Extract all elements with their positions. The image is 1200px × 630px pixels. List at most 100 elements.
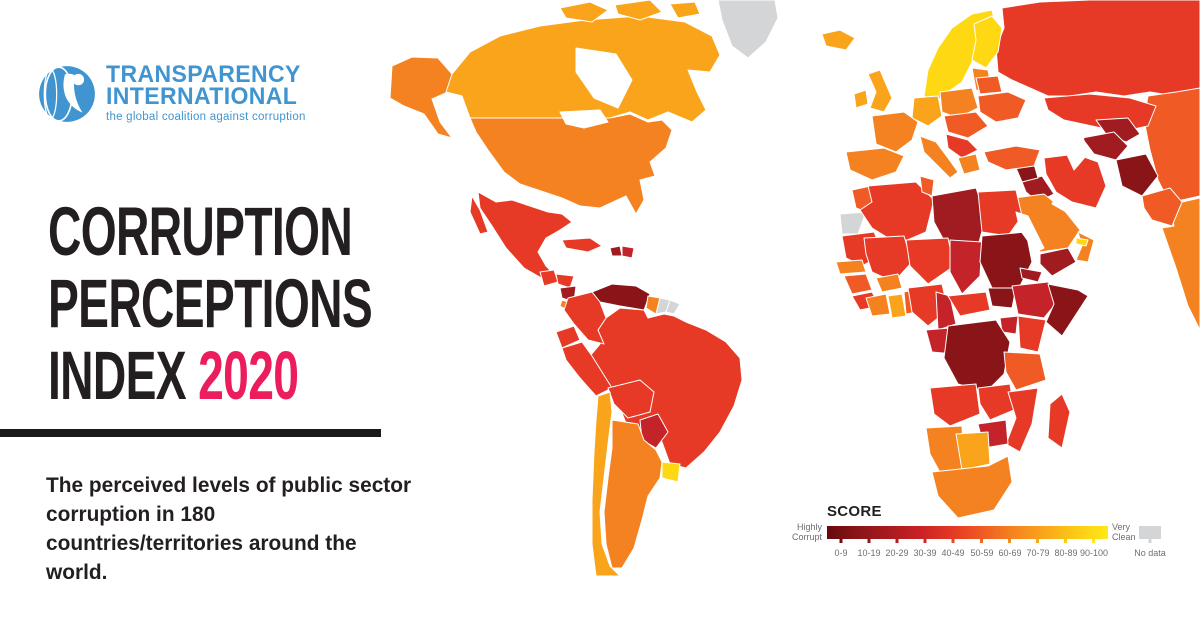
legend-tick-3 — [923, 539, 927, 543]
legend-label-highly-corrupt: Highly Corrupt — [791, 522, 822, 542]
legend-tick-8 — [1064, 539, 1067, 543]
legend-range-40-49: 40-49 — [941, 548, 965, 558]
legend-range-90-100: 90-100 — [1079, 548, 1109, 558]
legend-tick-4 — [951, 539, 955, 543]
legend-range-20-29: 20-29 — [885, 548, 909, 558]
page-title: CORRUPTION PERCEPTIONS INDEX 2020 — [48, 196, 532, 412]
region-ireland — [853, 89, 869, 109]
region-south-africa — [931, 455, 1013, 519]
region-finland — [971, 15, 1003, 69]
region-niger — [905, 237, 955, 285]
red-sea-water — [1015, 211, 1045, 253]
region-cuba — [561, 237, 603, 253]
region-french-guiana — [665, 299, 681, 315]
region-mali — [863, 235, 913, 283]
region-ivory-coast — [865, 293, 891, 317]
region-senegal — [835, 259, 867, 275]
region-madagascar — [1047, 393, 1071, 449]
hudson-bay-water — [575, 47, 633, 109]
region-turkmenistan — [1081, 131, 1129, 161]
region-guatemala — [539, 269, 559, 287]
region-greenland — [717, 0, 779, 59]
region-baja — [469, 195, 489, 235]
region-germany — [911, 95, 943, 127]
legend-range-10-19: 10-19 — [857, 548, 881, 558]
legend-range-70-79: 70-79 — [1026, 548, 1050, 558]
legend-title: SCORE — [827, 503, 882, 520]
region-iberia — [845, 147, 905, 181]
region-south-sudan — [987, 287, 1017, 309]
logo-name-line1: TRANSPARENCY — [106, 61, 301, 88]
title-line-3: INDEX 2020 — [48, 340, 372, 412]
region-uae — [1075, 237, 1089, 247]
globe-icon — [39, 66, 95, 122]
legend-label-no-data: No data — [1134, 548, 1166, 558]
legend-gradient-bar — [827, 526, 1108, 539]
region-russia — [995, 0, 1200, 97]
region-uk — [867, 69, 893, 113]
score-legend-graphic — [827, 526, 1161, 543]
legend-tick-7 — [1036, 539, 1039, 543]
region-canada-arctic-1 — [559, 1, 609, 23]
region-usa — [469, 113, 673, 215]
title-line-2: PERCEPTIONS — [48, 265, 373, 342]
region-guinea — [843, 273, 873, 295]
title-year: 2020 — [198, 337, 299, 414]
legend-range-0-9: 0-9 — [834, 548, 848, 558]
region-somalia — [1045, 283, 1089, 337]
persian-gulf-water — [1051, 195, 1073, 213]
region-haiti — [609, 245, 623, 257]
region-burkina — [875, 273, 903, 293]
region-central-african-republic — [947, 291, 991, 317]
region-italy — [919, 135, 959, 179]
region-pakistan — [1141, 187, 1183, 227]
legend-range-50-59: 50-59 — [970, 548, 994, 558]
legend-no-data-tick — [1148, 539, 1152, 543]
region-chad — [949, 239, 983, 295]
region-botswana — [955, 431, 991, 471]
caspian-sea-water — [1063, 123, 1087, 171]
region-uruguay — [661, 461, 681, 483]
title-divider-rule — [0, 429, 381, 437]
region-eritrea — [1019, 267, 1043, 283]
region-canada-arctic-3 — [669, 1, 701, 19]
region-mozambique — [1005, 387, 1039, 453]
region-iceland — [821, 29, 856, 51]
legend-tick-5 — [980, 539, 983, 543]
legend-tick-2 — [895, 539, 899, 543]
legend-tick-1 — [867, 539, 871, 543]
region-mexico — [477, 191, 573, 281]
region-chile — [591, 391, 621, 577]
region-balkans — [945, 133, 979, 159]
title-line-1: CORRUPTION — [48, 193, 353, 270]
title-index-word: INDEX — [48, 337, 199, 414]
region-ukraine — [977, 91, 1027, 123]
region-egypt — [977, 189, 1023, 237]
black-sea-water — [983, 131, 1033, 149]
region-france — [871, 111, 919, 153]
region-romania-hungary — [943, 111, 989, 139]
region-oman — [1075, 231, 1095, 263]
region-drc — [943, 319, 1011, 393]
region-tanzania — [1003, 351, 1047, 391]
region-turkey — [983, 145, 1041, 171]
region-zambia — [977, 383, 1015, 421]
subtitle-text: The perceived levels of public sector co… — [46, 473, 412, 584]
region-western-sahara — [839, 211, 867, 235]
logo-name-line2: INTERNATIONAL — [106, 83, 298, 110]
region-ecuador — [555, 325, 581, 349]
region-uzbekistan — [1095, 117, 1141, 143]
legend-no-data-swatch — [1139, 526, 1161, 539]
legend-tick-6 — [1008, 539, 1011, 543]
region-bolivia — [607, 379, 655, 419]
legend-range-80-89: 80-89 — [1054, 548, 1078, 558]
legend-range-30-39: 30-39 — [913, 548, 937, 558]
region-afghanistan — [1115, 153, 1159, 197]
region-colombia — [563, 291, 607, 345]
region-canada-arctic-2 — [614, 0, 663, 21]
logo-tagline: the global coalition against corruption — [106, 111, 306, 123]
region-honduras — [555, 273, 575, 289]
legend-tick-0 — [839, 539, 843, 543]
